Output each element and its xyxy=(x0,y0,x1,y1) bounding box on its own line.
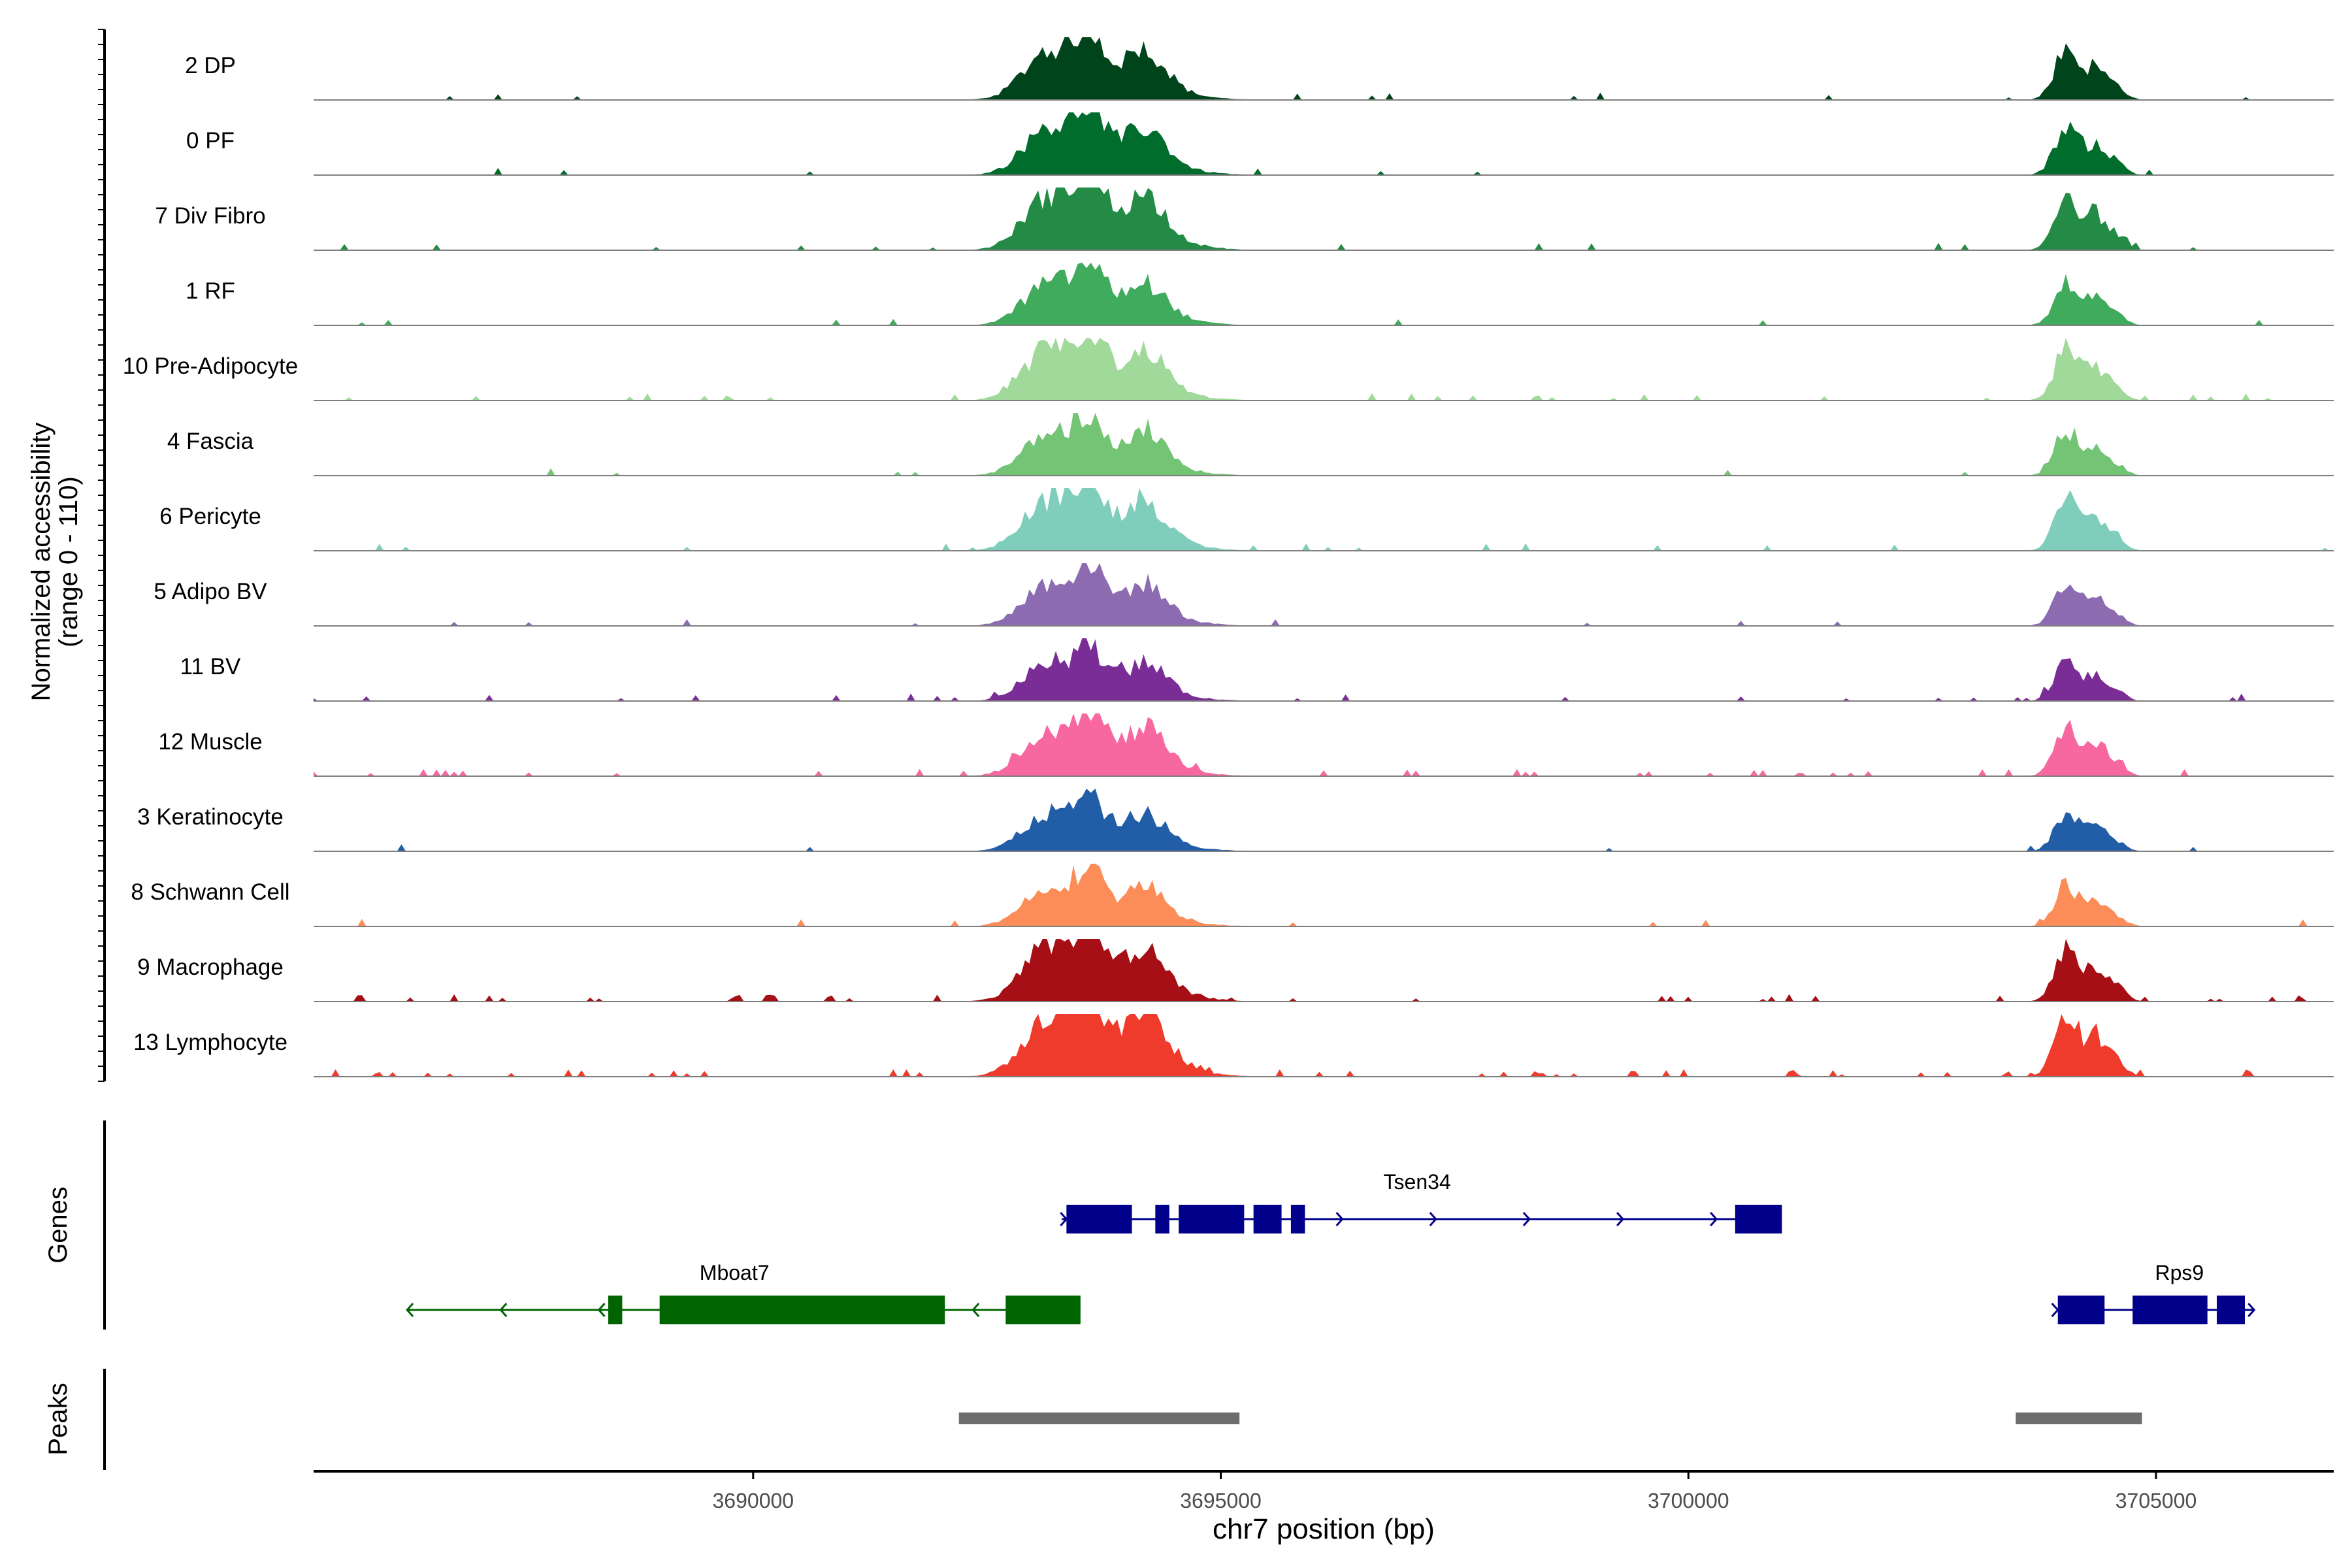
gene-exon xyxy=(659,1296,945,1324)
y-axis-title-line1: Normalized accessibility xyxy=(27,423,56,702)
track: 11 BV xyxy=(180,638,2334,702)
coverage-area xyxy=(314,413,2334,476)
strand-arrow xyxy=(972,1302,980,1318)
track: 2 DP xyxy=(185,37,2334,101)
gene-exon xyxy=(1735,1205,1782,1233)
coverage-area xyxy=(314,112,2334,175)
genes-axis-title: Genes xyxy=(44,1186,73,1264)
coverage-area xyxy=(314,864,2334,926)
coverage-area xyxy=(314,563,2334,626)
peaks-panel: Peaks xyxy=(44,1369,2142,1470)
peaks-axis-title: Peaks xyxy=(44,1382,73,1455)
gene-exon xyxy=(2057,1296,2105,1324)
coverage-area xyxy=(314,488,2334,551)
strand-arrow xyxy=(406,1302,414,1318)
coverage-area xyxy=(314,37,2334,100)
coverage-area xyxy=(314,789,2334,851)
track: 9 Macrophage xyxy=(137,939,2334,1002)
gene-model: Rps9 xyxy=(2051,1261,2256,1324)
x-axis: 3690000 3695000 3700000 3705000 chr7 positi… xyxy=(314,1470,2334,1545)
gene-exon xyxy=(2217,1296,2246,1324)
gene-model: Tsen34 xyxy=(1060,1170,1782,1233)
track-label: 6 Pericyte xyxy=(159,504,261,529)
gene-exon xyxy=(608,1296,623,1324)
x-axis-ticks: 3690000 3695000 3700000 3705000 xyxy=(713,1471,2197,1512)
strand-arrow xyxy=(499,1302,508,1318)
track: 10 Pre-Adipocyte xyxy=(123,338,2334,401)
x-tick-label: 3690000 xyxy=(713,1489,794,1512)
track-label: 13 Lymphocyte xyxy=(133,1030,287,1055)
strand-arrow xyxy=(1335,1211,1344,1227)
track: 4 Fascia xyxy=(167,413,2334,476)
strand-arrow xyxy=(1429,1211,1437,1227)
track: 1 RF xyxy=(186,263,2334,326)
gene-label: Mboat7 xyxy=(700,1261,770,1284)
peak-regions xyxy=(958,1413,2142,1424)
peak-region-bar xyxy=(2016,1413,2142,1424)
gene-exon xyxy=(2132,1296,2208,1324)
x-axis-title: chr7 position (bp) xyxy=(1213,1513,1435,1545)
genes-panel: Genes Tsen34 Mboat7 Rps9 xyxy=(44,1120,2256,1330)
strand-arrow xyxy=(1522,1211,1531,1227)
peak-region-bar xyxy=(958,1413,1240,1424)
gene-exon xyxy=(1005,1296,1081,1324)
gene-model: Mboat7 xyxy=(406,1261,1081,1324)
track-label: 10 Pre-Adipocyte xyxy=(123,353,298,379)
strand-arrow xyxy=(1214,1211,1222,1227)
strand-arrow xyxy=(597,1302,606,1318)
track: 6 Pericyte xyxy=(159,488,2334,551)
track-label: 4 Fascia xyxy=(167,429,254,454)
track-label: 1 RF xyxy=(186,278,235,304)
track-label: 12 Muscle xyxy=(158,729,263,755)
x-tick-label: 3700000 xyxy=(1648,1489,1729,1512)
coverage-y-ticks xyxy=(98,29,105,1082)
x-tick-label: 3705000 xyxy=(2115,1489,2197,1512)
track-label: 7 Div Fibro xyxy=(155,203,265,229)
track: 5 Adipo BV xyxy=(154,563,2334,627)
x-tick-label: 3695000 xyxy=(1180,1489,1262,1512)
strand-arrow xyxy=(1710,1211,1718,1227)
gene-exon xyxy=(1290,1205,1305,1233)
track-label: 2 DP xyxy=(185,53,236,78)
gene-models: Tsen34 Mboat7 Rps9 xyxy=(406,1170,2256,1324)
track: 0 PF xyxy=(186,112,2334,176)
track-label: 0 PF xyxy=(186,128,235,154)
coverage-y-axis xyxy=(98,29,106,1082)
coverage-area xyxy=(314,1014,2334,1077)
gene-exon xyxy=(1066,1205,1132,1233)
track-label: 8 Schwann Cell xyxy=(131,879,289,905)
track: 7 Div Fibro xyxy=(155,188,2334,251)
gene-exon xyxy=(1155,1205,1169,1233)
track: 13 Lymphocyte xyxy=(133,1014,2334,1077)
coverage-area xyxy=(314,188,2334,250)
track-label: 11 BV xyxy=(180,654,241,679)
track-label: 5 Adipo BV xyxy=(154,579,267,604)
coverage-area xyxy=(314,263,2334,325)
gene-exon xyxy=(1253,1205,1282,1233)
coverage-area xyxy=(314,939,2334,1002)
coverage-area xyxy=(314,338,2334,400)
track-label: 9 Macrophage xyxy=(137,955,284,980)
track: 8 Schwann Cell xyxy=(131,864,2334,927)
coverage-area xyxy=(314,713,2334,776)
strand-arrow xyxy=(2051,1302,2059,1318)
track-label: 3 Keratinocyte xyxy=(137,804,284,830)
track: 12 Muscle xyxy=(158,713,2334,777)
y-axis-title-line2: (range 0 - 110) xyxy=(54,476,83,647)
gene-label: Tsen34 xyxy=(1384,1170,1451,1194)
coverage-tracks: 2 DP 0 PF 7 Div Fibro 1 RF 10 Pre-Adipocyte 4… xyxy=(123,37,2334,1077)
gene-label: Rps9 xyxy=(2155,1261,2204,1284)
track: 3 Keratinocyte xyxy=(137,789,2334,852)
strand-arrow xyxy=(2247,1302,2256,1318)
strand-arrow xyxy=(1616,1211,1625,1227)
coverage-area xyxy=(314,638,2334,701)
gene-exon xyxy=(1179,1205,1245,1233)
strand-arrow xyxy=(1060,1211,1068,1227)
